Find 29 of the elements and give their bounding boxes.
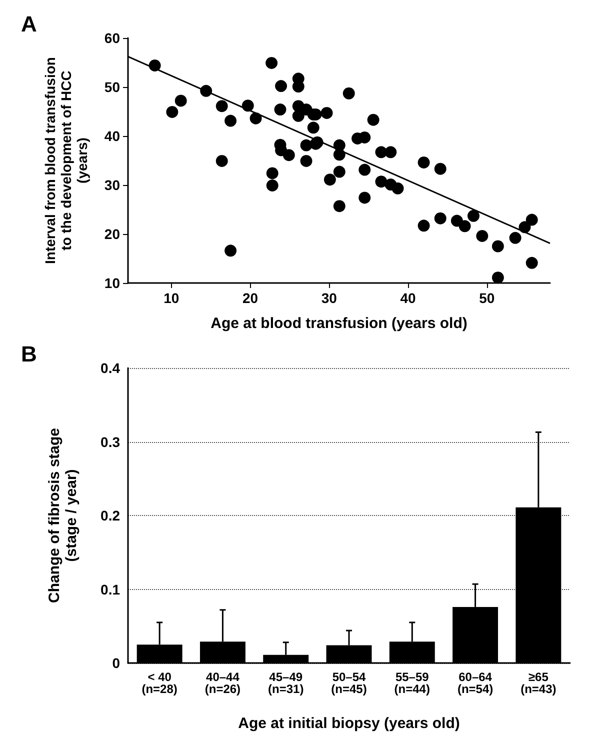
y-tick-label: 30: [104, 177, 120, 193]
x-tick-label: 40–44 (n=26): [204, 670, 241, 696]
y-axis-title: Change of fibrosis stage (stage / year): [46, 428, 80, 604]
chart-title: B: [21, 342, 37, 366]
x-tick-label: 50: [479, 290, 495, 306]
x-axis-title: Age at blood transfusion (years old): [210, 315, 468, 332]
y-tick-label: 0.4: [100, 360, 120, 376]
x-tick-label: 20: [242, 290, 258, 306]
chart-title: A: [21, 12, 37, 36]
x-tick-label: ≥65 (n=43): [520, 670, 556, 696]
x-tick-label: 50–54 (n=45): [331, 670, 367, 696]
x-tick-label: < 40 (n=28): [142, 670, 178, 696]
y-tick-label: 40: [104, 128, 120, 144]
y-tick-label: 20: [104, 226, 120, 242]
y-tick-label: 0: [112, 655, 120, 671]
x-tick-label: 40: [400, 290, 416, 306]
y-tick-label: 0.2: [100, 508, 120, 524]
y-tick-label: 60: [104, 30, 120, 46]
y-tick-label: 50: [104, 79, 120, 95]
y-tick-label: 10: [104, 275, 120, 291]
x-axis-title: Age at initial biopsy (years old): [238, 715, 460, 732]
x-tick-label: 30: [321, 290, 338, 306]
x-tick-label: 55–59 (n=44): [394, 670, 430, 696]
y-tick-label: 0.3: [100, 434, 120, 450]
y-tick-label: 0.1: [100, 581, 120, 598]
x-tick-label: 60–64 (n=54): [457, 670, 494, 696]
x-tick-label: 45–49 (n=31): [268, 670, 304, 696]
x-tick-label: 10: [164, 290, 180, 306]
y-axis-title: Interval from blood transfusion to the development of HCC (years): [42, 57, 90, 264]
